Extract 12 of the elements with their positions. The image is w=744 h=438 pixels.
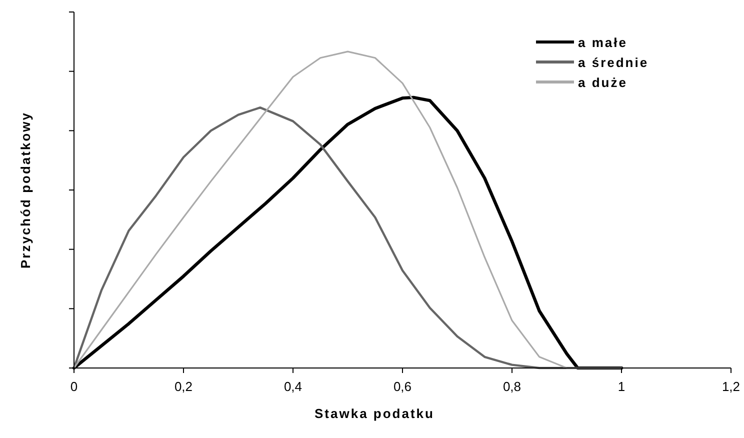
x-tick-label: 1,2 (722, 379, 740, 394)
legend-label: a duże (578, 75, 628, 90)
x-tick-label: 0 (70, 379, 78, 394)
x-tick-label: 0,4 (284, 379, 302, 394)
x-tick-label: 0,6 (393, 379, 412, 394)
x-tick-label: 1 (618, 379, 626, 394)
y-axis-title: Przychód podatkowy (18, 111, 33, 269)
legend-label: a małe (578, 35, 628, 50)
legend-label: a średnie (578, 55, 649, 70)
x-tick-label: 0,2 (174, 379, 193, 394)
x-tick-label: 0,8 (502, 379, 522, 394)
x-axis-title: Stawka podatku (314, 406, 434, 421)
